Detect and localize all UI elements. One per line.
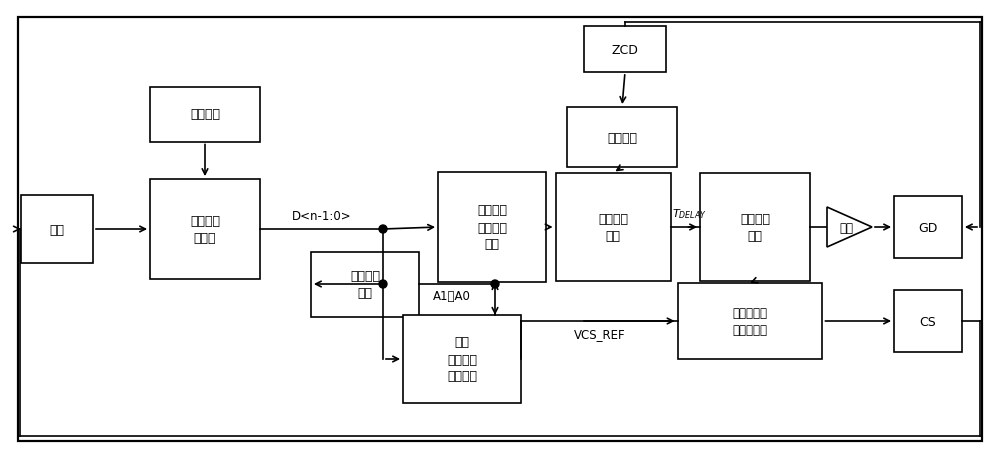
FancyBboxPatch shape [21, 196, 93, 263]
Text: A1，A0: A1，A0 [433, 289, 471, 302]
Polygon shape [827, 207, 872, 247]
Text: 第一数模
转换电路
模块: 第一数模 转换电路 模块 [477, 204, 507, 251]
Text: ZCD: ZCD [612, 44, 638, 56]
Text: 编码电路
模块: 编码电路 模块 [350, 269, 380, 299]
FancyBboxPatch shape [556, 174, 670, 281]
Text: CS: CS [920, 315, 936, 328]
Text: 时钟电路: 时钟电路 [190, 108, 220, 121]
FancyBboxPatch shape [894, 196, 962, 258]
FancyBboxPatch shape [403, 315, 521, 403]
Circle shape [491, 280, 499, 288]
FancyBboxPatch shape [438, 173, 546, 282]
FancyBboxPatch shape [894, 291, 962, 352]
FancyBboxPatch shape [150, 179, 260, 280]
FancyBboxPatch shape [311, 252, 419, 317]
Text: 逻辑控制
模块: 逻辑控制 模块 [740, 213, 770, 242]
Text: $T_{DELAY}$: $T_{DELAY}$ [672, 207, 707, 220]
Text: 过零检测: 过零检测 [607, 131, 637, 144]
Text: VCS_REF: VCS_REF [573, 327, 625, 340]
Text: 第二
数模转换
电路模块: 第二 数模转换 电路模块 [447, 336, 477, 383]
FancyBboxPatch shape [678, 283, 822, 359]
FancyBboxPatch shape [150, 87, 260, 142]
FancyBboxPatch shape [700, 174, 810, 281]
Text: 驱动: 驱动 [839, 221, 853, 234]
Circle shape [379, 225, 387, 234]
Text: GD: GD [918, 221, 938, 234]
Text: D<n-1:0>: D<n-1:0> [292, 210, 351, 223]
Text: 频率调制
模块: 频率调制 模块 [598, 213, 628, 242]
Text: 占空比检
测模块: 占空比检 测模块 [190, 214, 220, 245]
Text: 脉冲: 脉冲 [50, 223, 65, 236]
Circle shape [379, 280, 387, 288]
FancyBboxPatch shape [18, 18, 982, 441]
FancyBboxPatch shape [584, 27, 666, 73]
FancyBboxPatch shape [567, 108, 677, 168]
Text: 峰值电流检
测电路模块: 峰值电流检 测电路模块 [732, 306, 768, 336]
